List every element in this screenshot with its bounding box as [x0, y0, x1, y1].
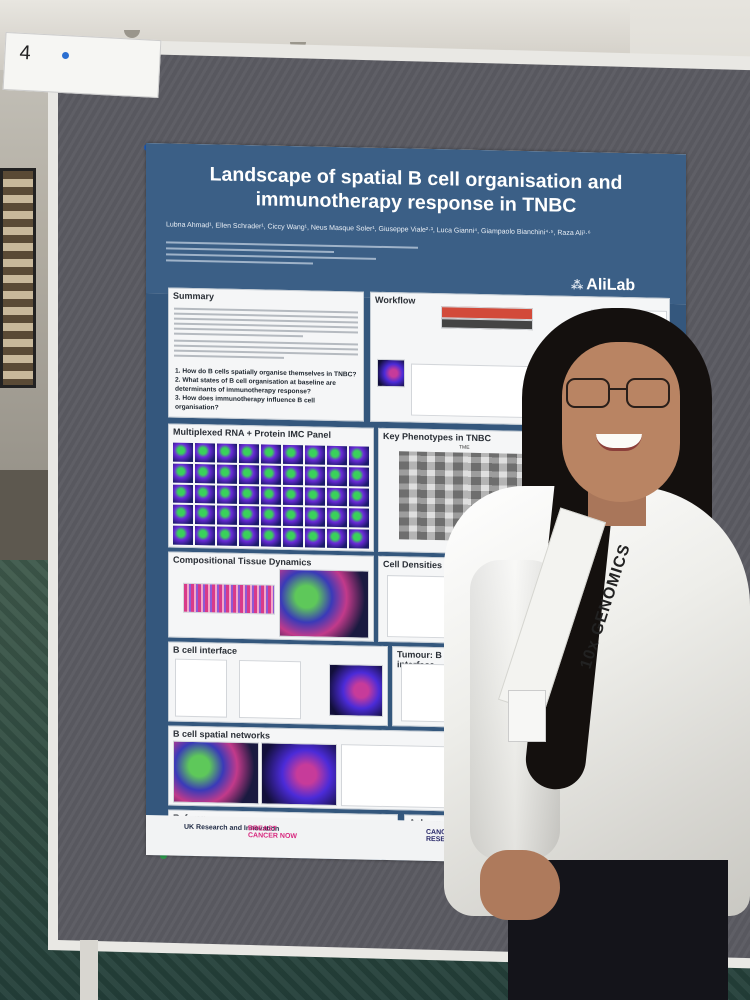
poster-affiliations	[166, 237, 586, 274]
pin-icon	[160, 852, 167, 859]
wall-artwork	[0, 168, 36, 388]
board-number: 4	[18, 41, 32, 65]
interface-plot	[175, 658, 227, 718]
lab-name: AliLab	[586, 276, 636, 295]
network-image	[261, 742, 337, 807]
panel-multiplexed-imc: Multiplexed RNA + Protein IMC Panel	[168, 423, 374, 552]
tissue-map	[279, 568, 369, 639]
tissue-image	[329, 663, 383, 717]
poster-header: Landscape of spatial B cell organisation…	[146, 143, 686, 305]
network-image	[173, 740, 259, 805]
glasses-icon	[566, 378, 676, 412]
poster-authors: Lubna Ahmad¹, Ellen Schrader¹, Ciccy Wan…	[166, 221, 591, 238]
alilab-logo: ⁂ AliLab	[571, 276, 635, 295]
panel-compositional: Compositional Tissue Dynamics	[168, 551, 374, 642]
person-face	[562, 342, 680, 502]
ceiling-light	[124, 30, 140, 38]
board-leg	[80, 940, 98, 1000]
question: 3. How does immunotherapy influence B ce…	[175, 394, 315, 412]
breast-cancer-now-logo: BREAST CANCER NOW	[248, 825, 297, 841]
person-hands	[480, 850, 560, 920]
name-badge	[508, 690, 546, 742]
pin-icon	[62, 52, 69, 59]
section-title: Compositional Tissue Dynamics	[173, 554, 312, 568]
composition-plot	[183, 582, 275, 615]
molecule-icon: ⁂	[571, 277, 584, 293]
poster-title: Landscape of spatial B cell organisation…	[209, 163, 623, 218]
summary-text	[174, 305, 358, 342]
panel-summary: Summary 1. How do B cells spatially orga…	[168, 287, 364, 422]
heatmap-label: TME	[459, 444, 470, 451]
panel-b-cell-networks: B cell spatial networks	[168, 725, 474, 812]
summary-text	[174, 337, 358, 364]
board-number-card: 4	[2, 31, 162, 99]
tissue-image	[377, 358, 405, 388]
panel-b-cell-interface: B cell interface	[168, 641, 388, 727]
section-title: Summary	[173, 290, 215, 302]
workflow-bar	[441, 318, 533, 331]
side-table	[0, 470, 55, 560]
imc-image-grid	[173, 442, 369, 549]
research-questions: 1. How do B cells spatially organise the…	[169, 366, 363, 415]
interface-plot	[239, 659, 301, 720]
person-smile	[596, 434, 642, 451]
section-title: Multiplexed RNA + Protein IMC Panel	[173, 426, 331, 440]
